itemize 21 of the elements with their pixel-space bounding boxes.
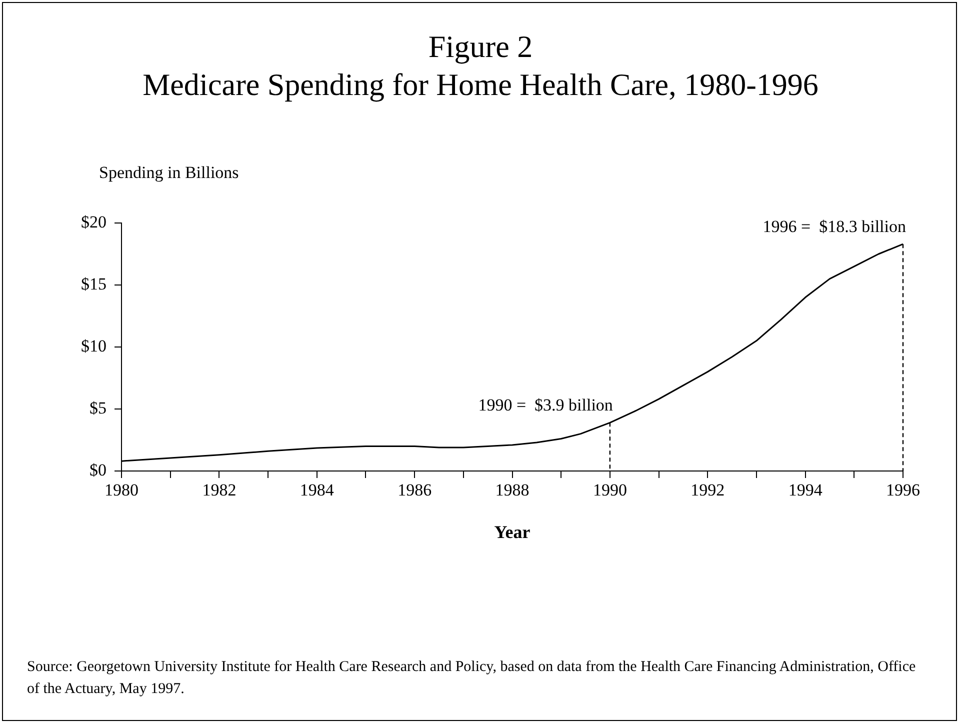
- y-tick-label: $0: [90, 460, 106, 480]
- x-tick-label: 1980: [104, 480, 138, 500]
- chart-title: Figure 2: [427, 29, 534, 65]
- source-note: Source: Georgetown University Institute for Health Care Research and Policy, based on data from the Health Care Financing Administration, Office of the Actuary, May 1997.: [27, 658, 917, 699]
- x-tick-label: 1986: [398, 480, 432, 500]
- y-tick-label: $5: [90, 398, 106, 418]
- annotation: 1996 = $18.3 billion: [762, 217, 906, 236]
- x-tick-label: 1990: [592, 480, 627, 500]
- y-tick-label: $10: [81, 336, 106, 356]
- y-axis-title: Spending in Billions: [99, 163, 239, 183]
- y-tick-label: $15: [81, 274, 106, 294]
- annotation: 1990 = $3.9 billion: [478, 396, 614, 415]
- x-tick-label: 1994: [788, 480, 823, 500]
- x-tick-label: 1984: [300, 480, 334, 500]
- chart-subtitle: Medicare Spending for Home Health Care, 1980-1996: [142, 67, 820, 103]
- x-tick-label: 1988: [495, 480, 530, 500]
- x-axis-title: Year: [494, 522, 530, 542]
- x-tick-label: 1982: [202, 480, 236, 500]
- x-tick-label: 1992: [690, 480, 725, 500]
- x-tick-label: 1996: [886, 480, 920, 500]
- y-tick-label: $20: [81, 212, 106, 232]
